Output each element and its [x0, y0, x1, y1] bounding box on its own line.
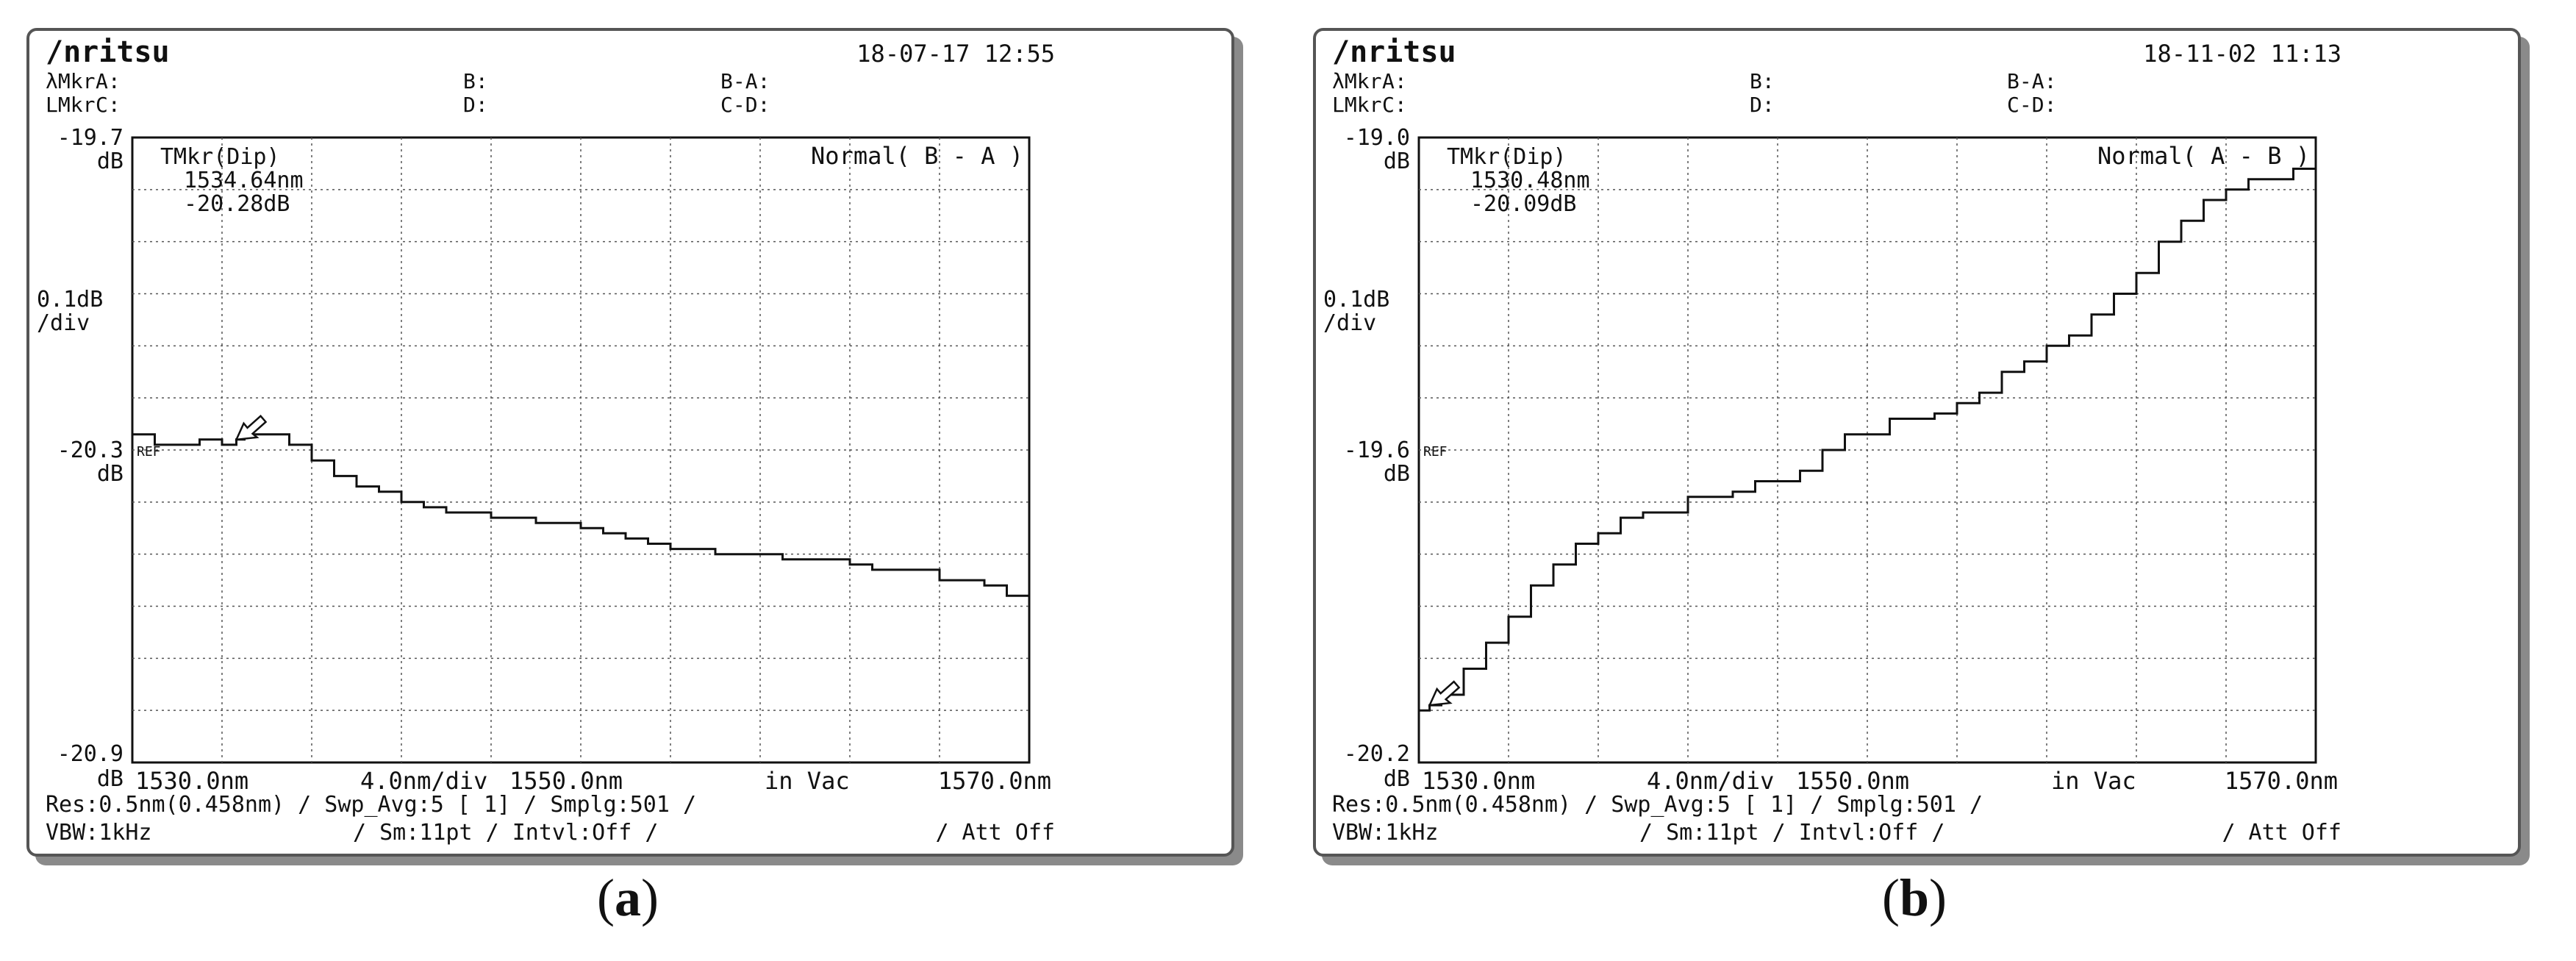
- caption-b: (b): [1881, 868, 1947, 927]
- status-line-resolution: Res:0.5nm(0.458nm) / Swp_Avg:5 [ 1] / Sm…: [1332, 792, 1983, 818]
- marker-a-label: A:: [96, 69, 121, 93]
- trace-marker-wavelength: 1530.48nm: [1470, 168, 1590, 193]
- marker-d-label: D:: [463, 93, 488, 117]
- x-start-label: 1530.0nm: [135, 767, 248, 795]
- x-center-label: 1550.0nm: [509, 767, 623, 795]
- y-ref-unit: dB: [97, 461, 124, 487]
- y-ref-level: -19.6: [1344, 437, 1410, 463]
- trace-marker-arrow-icon: [235, 415, 268, 441]
- y-top-level: -19.7: [57, 125, 124, 151]
- marker-c-label: C:: [1382, 93, 1407, 117]
- wavelength-marker-label: λMkr: [46, 69, 95, 93]
- marker-c-label: C:: [96, 93, 121, 117]
- trace-mode-label: Normal( B - A ): [811, 142, 1023, 170]
- y-scale-unit: /div: [37, 310, 90, 336]
- caption-a: (a): [597, 868, 659, 927]
- datetime-readout: 18-07-17 12:55: [856, 40, 1055, 68]
- y-ref-unit: dB: [1384, 461, 1410, 487]
- osa-screen-b: /nritsu 18-11-02 11:13 λMkr A: B: B-A: LMkr C: D…: [1313, 28, 2521, 857]
- marker-b-label: B:: [463, 69, 488, 93]
- osa-display-b: /nritsu 18-11-02 11:13 λMkr A: B: B-A: LMkr C: D…: [1323, 35, 2341, 846]
- marker-b-label: B:: [1750, 69, 1775, 93]
- trace-marker-label: TMkr(Dip): [1447, 144, 1567, 170]
- ref-tag: REF: [1423, 444, 1448, 460]
- status-line-vbw: VBW:1kHz: [46, 820, 152, 846]
- y-top-unit: dB: [1384, 149, 1410, 174]
- marker-d-label: D:: [1750, 93, 1775, 117]
- trace-marker-label: TMkr(Dip): [160, 144, 280, 170]
- trace-mode-label: Normal( A - B ): [2097, 142, 2310, 170]
- x-medium-label: in Vac: [2051, 767, 2136, 795]
- x-span-per-div-label: 4.0nm/div: [360, 767, 487, 795]
- marker-c-minus-d-label: C-D:: [2007, 93, 2056, 117]
- level-marker-label: LMkr: [46, 93, 95, 117]
- y-top-unit: dB: [97, 149, 124, 174]
- x-medium-label: in Vac: [765, 767, 850, 795]
- x-center-label: 1550.0nm: [1796, 767, 1909, 795]
- trace-marker-level: -20.28dB: [184, 191, 290, 217]
- status-line-vbw: VBW:1kHz: [1332, 820, 1439, 846]
- y-bottom-unit: dB: [97, 766, 124, 792]
- y-scale-unit: /div: [1323, 310, 1376, 336]
- status-line-smoothing: / Sm:11pt / Intvl:Off /: [353, 820, 658, 846]
- trace-marker-arrow-icon: [1428, 680, 1461, 707]
- level-marker-label: LMkr: [1332, 93, 1381, 117]
- x-stop-label: 1570.0nm: [938, 767, 1051, 795]
- status-line-resolution: Res:0.5nm(0.458nm) / Swp_Avg:5 [ 1] / Sm…: [46, 792, 696, 818]
- y-ref-level: -20.3: [57, 437, 124, 463]
- y-scale-label: 0.1dB: [37, 287, 103, 312]
- status-line-attenuator: / Att Off: [2222, 820, 2341, 846]
- marker-a-label: A:: [1382, 69, 1407, 93]
- y-bottom-level: -20.9: [57, 741, 124, 767]
- status-line-smoothing: / Sm:11pt / Intvl:Off /: [1639, 820, 1944, 846]
- ref-tag: REF: [137, 444, 161, 460]
- y-scale-label: 0.1dB: [1323, 287, 1389, 312]
- marker-b-minus-a-label: B-A:: [2007, 69, 2056, 93]
- osa-display-a: /nritsu 18-07-17 12:55 λMkr A: B: B-A: LMkr C: D…: [37, 35, 1055, 846]
- y-top-level: -19.0: [1344, 125, 1410, 151]
- y-bottom-unit: dB: [1384, 766, 1410, 792]
- x-start-label: 1530.0nm: [1422, 767, 1535, 795]
- trace-line: [1419, 153, 2317, 712]
- x-span-per-div-label: 4.0nm/div: [1647, 767, 1774, 795]
- marker-c-minus-d-label: C-D:: [720, 93, 770, 117]
- marker-b-minus-a-label: B-A:: [720, 69, 770, 93]
- datetime-readout: 18-11-02 11:13: [2143, 40, 2341, 68]
- status-line-attenuator: / Att Off: [935, 820, 1055, 846]
- x-stop-label: 1570.0nm: [2225, 767, 2338, 795]
- trace-marker-wavelength: 1534.64nm: [184, 168, 304, 193]
- trace-marker-level: -20.09dB: [1470, 191, 1577, 217]
- wavelength-marker-label: λMkr: [1332, 69, 1381, 93]
- brand-logo: /nritsu: [46, 35, 170, 69]
- brand-logo: /nritsu: [1332, 35, 1456, 69]
- osa-screen-a: /nritsu 18-07-17 12:55 λMkr A: B: B-A: LMkr C: D…: [26, 28, 1234, 857]
- y-bottom-level: -20.2: [1344, 741, 1410, 767]
